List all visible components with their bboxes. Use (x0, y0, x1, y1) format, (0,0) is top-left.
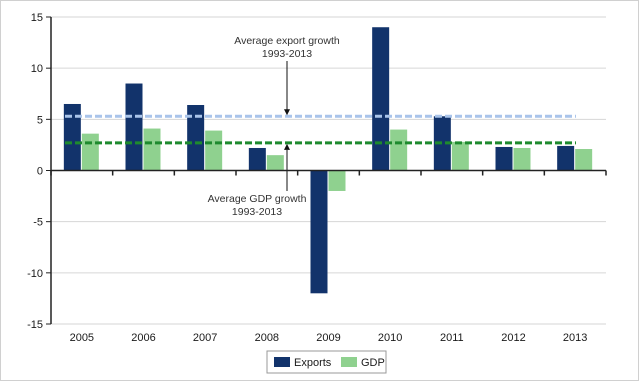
bar-exports-2005 (63, 103, 81, 171)
export-avg-label-line2: 1993-2013 (262, 48, 312, 60)
y-tick-label-4: -5 (33, 217, 43, 229)
bar-gdp-2011 (451, 141, 469, 171)
x-tick-label-2012: 2012 (501, 332, 525, 344)
y-tick-labels: 15 10 5 0 -5 -10 -15 (27, 12, 43, 331)
legend-box (266, 350, 387, 374)
x-tick-label-2005: 2005 (70, 332, 94, 344)
x-tick-label-2008: 2008 (255, 332, 279, 344)
y-tick-label-0: 15 (31, 12, 43, 24)
x-tick-label-2010: 2010 (378, 332, 402, 344)
bar-gdp-2013 (575, 149, 593, 171)
bar-exports-2007 (187, 105, 205, 171)
bar-exports-2008 (248, 147, 266, 171)
legend-label-gdp: GDP (361, 357, 385, 369)
x-tick-label-2013: 2013 (563, 332, 587, 344)
bar-exports-2009 (310, 170, 328, 294)
bar-exports-2011 (433, 116, 451, 171)
gdp-avg-label-line1: Average GDP growth (208, 193, 307, 205)
x-tick-label-2011: 2011 (440, 332, 464, 344)
y-tick-label-3: 0 (37, 166, 43, 178)
y-tick-label-1: 10 (31, 63, 43, 75)
x-tick-labels: 2005 2006 2007 2008 2009 2010 2011 2012 2013 (70, 332, 588, 344)
x-tick-label-2006: 2006 (131, 332, 155, 344)
bar-gdp-2008 (266, 155, 284, 171)
gdp-avg-label-line2: 1993-2013 (232, 206, 282, 218)
bar-gdp-2010 (390, 129, 408, 171)
bars (63, 27, 593, 294)
bar-gdp-2009 (328, 170, 346, 191)
legend-swatch-exports (274, 357, 290, 367)
bar-exports-2006 (125, 83, 143, 171)
y-tick-label-5: -10 (27, 268, 43, 280)
x-tick-label-2009: 2009 (316, 332, 340, 344)
bar-gdp-2007 (205, 130, 223, 171)
legend-swatch-gdp (341, 357, 357, 367)
legend-label-exports: Exports (294, 357, 332, 369)
y-tick-label-2: 5 (37, 114, 43, 126)
bar-gdp-2005 (81, 133, 99, 171)
bar-exports-2010 (372, 27, 390, 171)
bar-gdp-2012 (513, 147, 531, 171)
bar-gdp-2006 (143, 128, 161, 171)
gridlines (51, 16, 606, 325)
axes (46, 16, 607, 325)
bar-exports-2013 (557, 145, 575, 171)
annotations: Average export growth 1993-2013 Average … (208, 35, 340, 218)
gdp-avg-arrow-head (284, 143, 290, 150)
export-avg-label-line1: Average export growth (234, 35, 340, 47)
export-avg-arrow-head (284, 109, 290, 116)
legend: Exports GDP (266, 350, 387, 374)
x-tick-label-2007: 2007 (193, 332, 217, 344)
y-tick-label-6: -15 (27, 319, 43, 331)
bar-exports-2012 (495, 146, 513, 171)
